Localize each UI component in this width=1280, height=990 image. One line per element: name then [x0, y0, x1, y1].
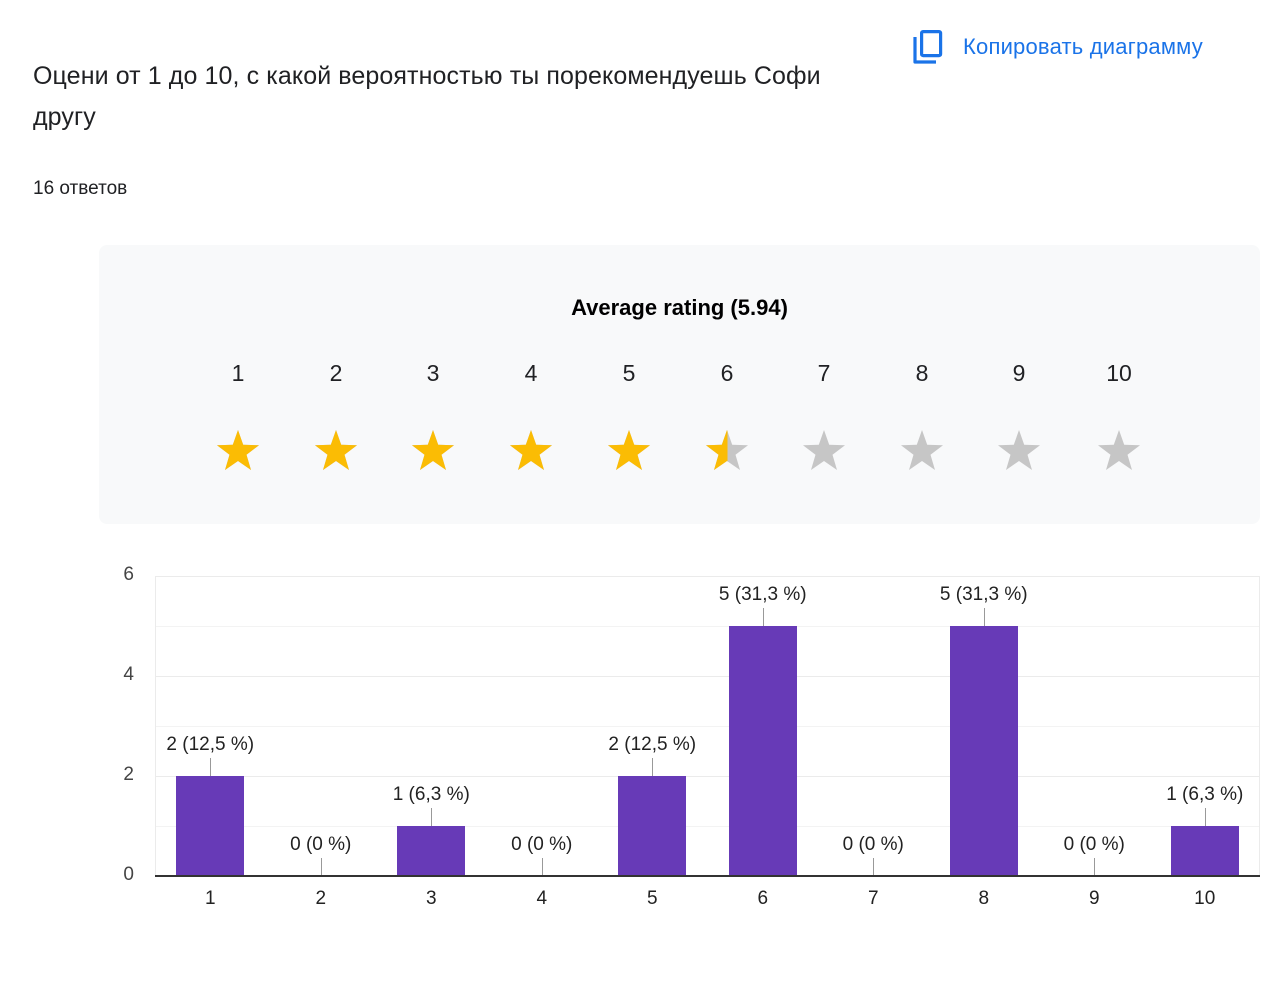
bar-6[interactable]	[728, 626, 797, 876]
data-label: 5 (31,3 %)	[718, 584, 807, 605]
data-label: 0 (0 %)	[511, 834, 573, 855]
question-title: Оцени от 1 до 10, с какой вероятностью т…	[33, 62, 821, 131]
star-filled-icon	[313, 428, 359, 472]
copy-icon	[912, 29, 944, 65]
star-filled-icon	[508, 428, 554, 472]
star-half-icon	[704, 428, 750, 472]
bar-3[interactable]	[397, 826, 466, 876]
data-label-leader	[984, 608, 985, 626]
plot-border-right	[1259, 576, 1260, 876]
star-label: 5	[622, 360, 636, 386]
data-label-leader	[873, 858, 874, 876]
gridline	[155, 726, 1260, 727]
data-label: 0 (0 %)	[842, 834, 904, 855]
y-tick-label: 0	[123, 864, 134, 885]
data-label-leader	[321, 858, 322, 876]
x-tick-label: 9	[1088, 888, 1100, 909]
star-label: 2	[329, 360, 343, 386]
data-label: 5 (31,3 %)	[939, 584, 1028, 605]
star-empty-icon	[1096, 428, 1142, 472]
star-empty-icon	[899, 428, 945, 472]
data-label-leader	[652, 758, 653, 776]
data-label: 0 (0 %)	[290, 834, 352, 855]
y-tick-label: 4	[123, 664, 134, 685]
star-filled-icon	[410, 428, 456, 472]
bar-10[interactable]	[1170, 826, 1239, 876]
plot-border-left	[155, 576, 156, 876]
bar-chart: 0 2 4 6 2 (12,5 %) 0 (0 %) 1 (6,3 %) 0 (0 %) 2 …	[0, 560, 1280, 920]
data-label-leader	[1205, 808, 1206, 826]
star-empty-icon	[801, 428, 847, 472]
data-label: 0 (0 %)	[1063, 834, 1125, 855]
response-count: 16 ответов	[33, 178, 128, 199]
gridline	[155, 576, 1260, 577]
star-filled-icon	[215, 428, 261, 472]
star-filled-icon	[606, 428, 652, 472]
y-tick-label: 2	[123, 764, 134, 785]
x-tick-label: 5	[646, 888, 658, 909]
bar-1[interactable]	[176, 776, 245, 876]
bar-8[interactable]	[949, 626, 1018, 876]
bar-5[interactable]	[618, 776, 687, 876]
x-tick-label: 3	[425, 888, 437, 909]
average-rating-panel: Average rating (5.94) 1 2 3 4 5 6 7 8 9 10	[99, 245, 1260, 524]
star-label: 10	[1106, 360, 1132, 386]
star-label: 9	[1012, 360, 1026, 386]
data-label-leader	[763, 608, 764, 626]
average-rating-title: Average rating (5.94)	[571, 295, 788, 320]
star-label: 6	[720, 360, 734, 386]
star-label: 1	[231, 360, 245, 386]
x-tick-label: 2	[315, 888, 327, 909]
data-label-leader	[542, 858, 543, 876]
star-empty-icon	[996, 428, 1042, 472]
copy-chart-button[interactable]: Копировать диаграмму	[912, 28, 1203, 66]
x-tick-label: 4	[536, 888, 548, 909]
data-label: 2 (12,5 %)	[166, 734, 255, 755]
x-tick-label: 8	[978, 888, 990, 909]
data-label-leader	[1094, 858, 1095, 876]
x-axis-baseline	[155, 875, 1260, 877]
data-label: 2 (12,5 %)	[608, 734, 697, 755]
star-label: 7	[817, 360, 831, 386]
gridline	[155, 826, 1260, 827]
x-tick-label: 6	[757, 888, 769, 909]
x-tick-label: 7	[867, 888, 879, 909]
data-label-leader	[431, 808, 432, 826]
data-label-leader	[210, 758, 211, 776]
gridline	[155, 676, 1260, 677]
x-tick-label: 10	[1194, 888, 1216, 909]
star-label: 8	[915, 360, 929, 386]
gridline	[155, 626, 1260, 627]
star-label: 4	[524, 360, 538, 386]
copy-chart-label: Копировать диаграмму	[963, 34, 1203, 59]
star-label: 3	[426, 360, 440, 386]
gridline	[155, 776, 1260, 777]
data-label: 1 (6,3 %)	[1166, 784, 1244, 805]
x-tick-label: 1	[204, 888, 216, 909]
y-tick-label: 6	[123, 564, 134, 585]
data-label: 1 (6,3 %)	[392, 784, 470, 805]
